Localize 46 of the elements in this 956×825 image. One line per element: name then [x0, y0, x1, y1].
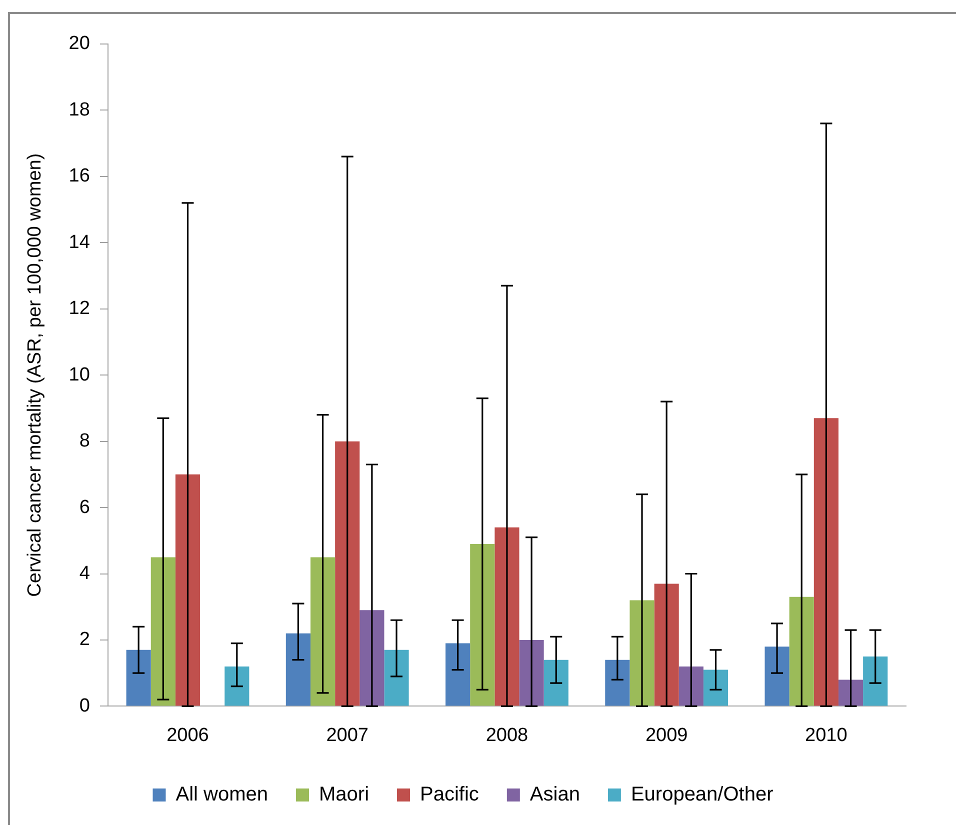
x-tick-label: 2009	[645, 724, 688, 746]
bar	[335, 441, 360, 706]
y-tick-label: 16	[68, 166, 90, 187]
bar	[654, 584, 679, 706]
bar	[789, 596, 814, 706]
y-tick-label: 0	[79, 695, 90, 716]
x-tick-label: 2006	[166, 724, 209, 746]
x-tick-label: 2007	[326, 724, 368, 746]
y-tick-label: 14	[68, 232, 90, 253]
y-axis-title: Cervical cancer mortality (ASR, per 100,000 women)	[24, 153, 46, 597]
bar	[605, 660, 630, 706]
bar	[764, 646, 790, 706]
bar	[494, 527, 520, 706]
bar	[126, 650, 151, 706]
bar	[175, 474, 200, 706]
y-tick-label: 18	[68, 99, 90, 120]
legend-label: Maori	[319, 784, 370, 806]
bar	[286, 633, 310, 706]
y-tick-label: 12	[68, 298, 90, 320]
bar	[703, 670, 728, 706]
y-tick-label: 20	[68, 33, 90, 54]
bar	[544, 660, 568, 706]
bar	[678, 666, 704, 706]
x-tick-label: 2008	[486, 724, 528, 746]
bar	[384, 650, 409, 706]
y-tick-label: 10	[68, 364, 90, 386]
legend-label: Asian	[530, 784, 580, 806]
legend-label: European/Other	[630, 784, 774, 806]
bar	[814, 418, 838, 706]
y-tick-label: 4	[79, 562, 90, 584]
x-tick-label: 2010	[805, 724, 848, 746]
y-tick-label: 6	[79, 496, 90, 518]
bar	[863, 656, 888, 706]
y-tick-label: 2	[79, 629, 90, 650]
bar	[470, 544, 495, 706]
bar	[446, 643, 470, 706]
bar	[519, 640, 544, 706]
bar	[224, 666, 250, 706]
y-tick-label: 8	[79, 430, 90, 452]
bar	[838, 680, 864, 706]
legend-label: All women	[176, 784, 268, 806]
legend-label: Pacific	[420, 784, 479, 806]
bar	[630, 600, 654, 706]
bar	[360, 610, 384, 706]
bar	[310, 557, 336, 706]
bar	[150, 557, 176, 706]
